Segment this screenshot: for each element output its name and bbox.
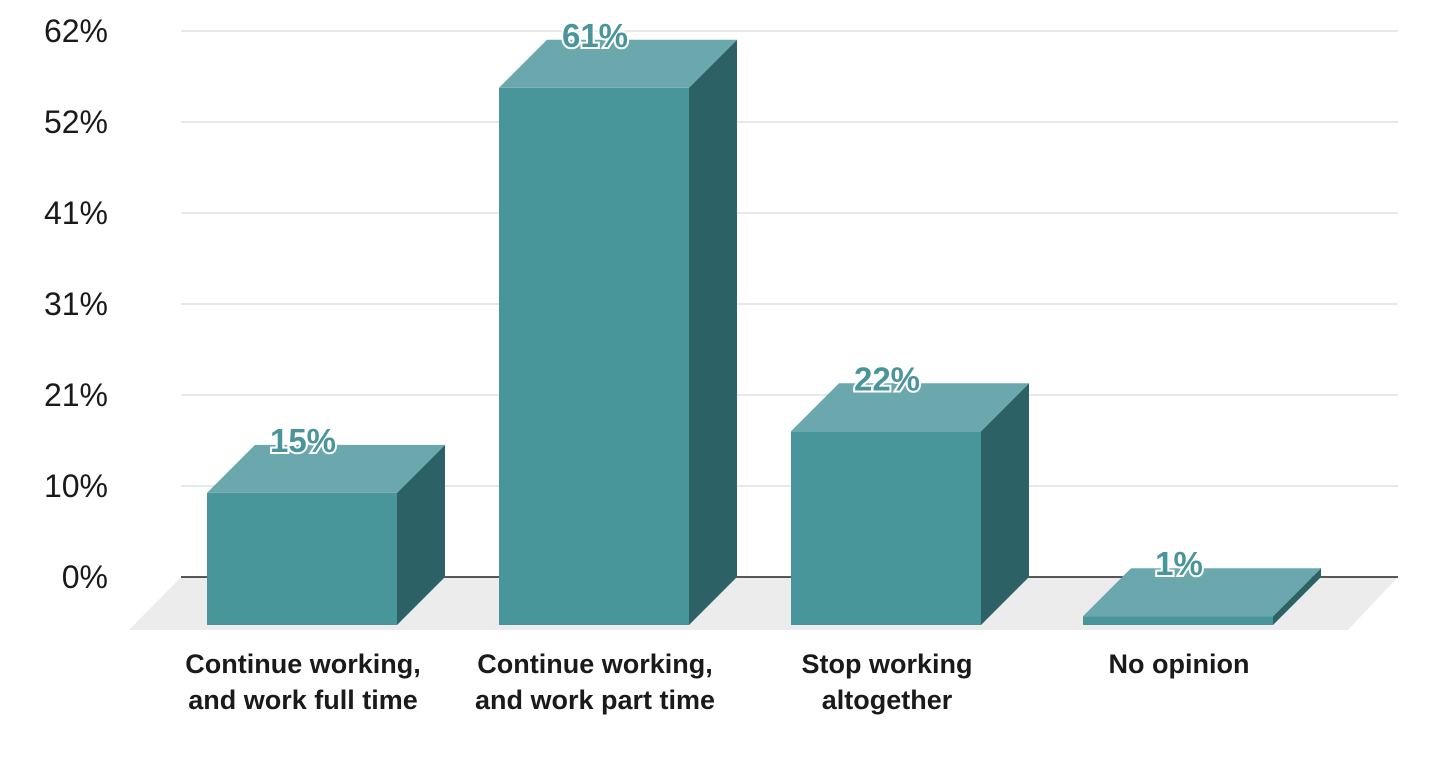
bar xyxy=(499,39,737,625)
bar-side-face xyxy=(689,39,737,625)
data-label: 15% xyxy=(270,422,336,459)
bar-side-face xyxy=(1273,568,1321,625)
bar-front-face xyxy=(499,87,689,625)
bar-top-face xyxy=(499,39,737,88)
bar-front-face xyxy=(1083,616,1273,625)
y-tick-label: 41% xyxy=(44,195,108,231)
category-label: Continue working, and work full time xyxy=(185,649,421,715)
bar-side-face xyxy=(397,444,445,625)
bar xyxy=(791,383,1029,625)
bar-top-face xyxy=(791,383,1029,432)
bar-front-face xyxy=(207,492,397,625)
bar-side-face xyxy=(981,383,1029,625)
chart-floor xyxy=(129,577,1398,630)
y-tick-label: 10% xyxy=(44,468,108,504)
bar-top-face xyxy=(207,444,445,493)
bar xyxy=(1083,568,1321,625)
bar xyxy=(207,444,445,625)
category-label: Stop working altogether xyxy=(802,649,973,715)
bar-top-face xyxy=(1083,568,1321,617)
category-label: Continue working, and work part time xyxy=(475,649,715,715)
y-tick-label: 62% xyxy=(44,13,108,49)
category-label: No opinion xyxy=(1109,649,1250,679)
y-tick-label: 0% xyxy=(62,559,108,595)
data-label: 22% xyxy=(854,360,920,397)
y-tick-label: 31% xyxy=(44,286,108,322)
data-label: 61% xyxy=(562,17,628,54)
bar-front-face xyxy=(791,431,981,625)
y-tick-label: 21% xyxy=(44,377,108,413)
y-tick-label: 52% xyxy=(44,104,108,140)
data-label: 1% xyxy=(1155,545,1203,582)
